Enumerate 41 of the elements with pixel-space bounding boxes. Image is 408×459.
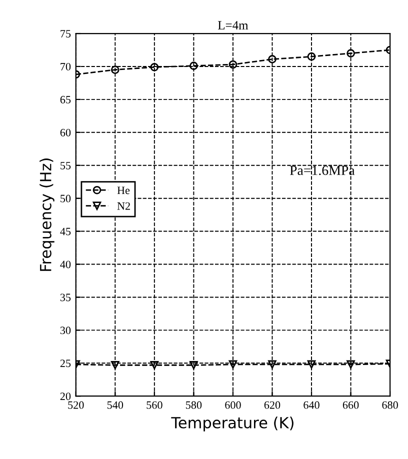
point [150,62,159,72]
y-tick-label: 20 [60,392,71,400]
x-tick-label: 680 [382,401,398,409]
y-tick-label: 40 [60,260,71,268]
point [150,360,159,370]
point [268,360,276,369]
y-tick-label: 25 [60,360,71,368]
x-tick-label: 600 [225,401,241,409]
point [346,360,355,369]
y-tick-label: 65 [60,96,71,104]
point [228,60,238,69]
x-tick-label: 540 [107,401,124,409]
x-tick-label: 520 [68,401,84,409]
point [307,360,316,369]
y-tick-label: 70 [60,62,71,70]
y-tick-label: 30 [60,326,71,334]
x-tick-label: 560 [146,401,162,409]
x-tick-label: 580 [186,401,202,409]
point [190,360,198,370]
y-tick-label: 60 [60,128,71,136]
chart-title: L=4m [218,21,248,30]
point [110,66,120,74]
point [110,360,120,370]
point [228,360,238,369]
y-tick-label: 75 [60,30,71,38]
point [190,62,198,70]
y-tick-label: 35 [60,294,71,302]
x-tick-label: 620 [264,401,280,409]
y-tick-label: 45 [60,228,71,236]
x-axis-title: Temperature (K) [171,416,294,432]
legend-label: N2 [117,202,130,210]
annotation: Pa=1.6MPa [290,166,355,176]
y-tick-label: 50 [60,194,71,202]
point [268,55,276,64]
point [307,52,316,61]
y-axis-title: Frequency (Hz) [40,158,54,271]
legend-label: He [117,186,130,194]
x-tick-label: 640 [304,401,320,409]
point [346,49,355,58]
x-tick-label: 660 [342,401,359,409]
y-tick-label: 55 [60,162,71,170]
